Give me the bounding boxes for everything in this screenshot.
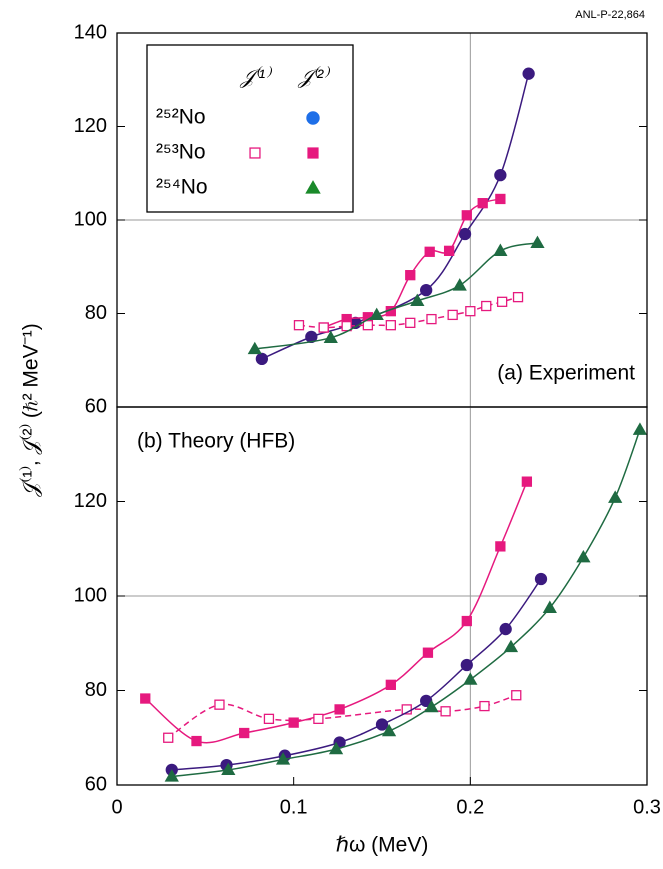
legend-label: ²⁵⁴No bbox=[156, 176, 208, 199]
y-tick-label: 60 bbox=[85, 395, 107, 417]
legend-label: ²⁵²No bbox=[156, 106, 206, 129]
marker bbox=[420, 283, 433, 297]
panel-label: (a) Experiment bbox=[497, 362, 635, 385]
marker bbox=[632, 422, 648, 435]
marker bbox=[440, 706, 451, 717]
y-tick-label: 100 bbox=[74, 208, 107, 230]
marker bbox=[477, 198, 488, 209]
x-tick-label: 0 bbox=[111, 796, 122, 818]
legend-header: 𝒥⁽²⁾ bbox=[297, 65, 330, 88]
marker bbox=[424, 699, 439, 713]
marker bbox=[460, 658, 473, 672]
legend-marker bbox=[249, 147, 261, 159]
marker bbox=[447, 309, 458, 321]
y-tick-label: 140 bbox=[74, 21, 107, 43]
marker bbox=[499, 622, 512, 636]
marker bbox=[334, 704, 345, 715]
marker bbox=[452, 278, 467, 291]
marker bbox=[576, 549, 591, 563]
y-tick-label: 100 bbox=[74, 584, 107, 606]
marker bbox=[313, 713, 324, 724]
marker bbox=[405, 317, 416, 329]
marker bbox=[239, 727, 250, 739]
marker bbox=[163, 732, 174, 743]
marker bbox=[496, 296, 508, 307]
legend-header: 𝒥⁽¹⁾ bbox=[239, 65, 272, 88]
marker bbox=[375, 718, 389, 731]
marker bbox=[410, 293, 425, 307]
marker bbox=[424, 246, 435, 257]
marker bbox=[247, 341, 262, 355]
legend-label: ²⁵³No bbox=[156, 141, 206, 164]
y-tick-label: 80 bbox=[85, 679, 107, 701]
marker bbox=[214, 699, 225, 710]
series-line bbox=[171, 429, 641, 778]
marker bbox=[503, 639, 519, 653]
marker bbox=[426, 313, 437, 325]
marker bbox=[465, 306, 476, 317]
marker bbox=[479, 700, 490, 712]
marker bbox=[443, 245, 455, 257]
marker bbox=[381, 723, 397, 737]
marker bbox=[191, 735, 202, 747]
legend-marker bbox=[306, 111, 320, 125]
marker bbox=[481, 300, 492, 312]
marker bbox=[530, 235, 545, 249]
marker bbox=[493, 243, 508, 257]
marker bbox=[495, 541, 506, 552]
marker bbox=[458, 227, 472, 241]
marker bbox=[512, 291, 524, 303]
x-tick-label: 0.3 bbox=[633, 796, 661, 818]
marker bbox=[385, 679, 396, 690]
series-line bbox=[171, 578, 542, 771]
marker bbox=[221, 762, 236, 776]
marker bbox=[461, 615, 472, 627]
marker bbox=[511, 690, 522, 701]
y-tick-label: 120 bbox=[74, 490, 107, 512]
marker bbox=[495, 193, 506, 205]
marker bbox=[318, 322, 329, 333]
marker bbox=[542, 600, 557, 613]
panel-label: (b) Theory (HFB) bbox=[137, 430, 295, 453]
series-line bbox=[144, 481, 528, 744]
marker bbox=[405, 270, 416, 281]
plot-frame bbox=[116, 406, 648, 786]
marker bbox=[521, 476, 533, 487]
legend-box bbox=[146, 44, 354, 213]
marker bbox=[385, 320, 396, 331]
marker bbox=[263, 713, 275, 724]
x-tick-label: 0.2 bbox=[456, 796, 484, 818]
marker bbox=[461, 210, 472, 221]
x-tick-label: 0.1 bbox=[280, 796, 308, 818]
series-line bbox=[323, 198, 501, 329]
marker bbox=[293, 320, 305, 331]
marker bbox=[341, 320, 352, 332]
marker bbox=[255, 352, 269, 365]
marker bbox=[494, 168, 507, 182]
y-tick-label: 60 bbox=[85, 773, 107, 795]
marker bbox=[362, 320, 374, 331]
marker bbox=[463, 672, 478, 685]
legend-marker bbox=[307, 147, 319, 159]
y-tick-label: 80 bbox=[85, 302, 107, 324]
marker bbox=[369, 307, 384, 321]
marker bbox=[608, 490, 623, 503]
y-axis-label: 𝒥⁽¹⁾, 𝒥⁽²⁾ (ℏ² MeV⁻¹) bbox=[19, 323, 43, 496]
marker bbox=[275, 752, 291, 765]
corner-note: ANL-P-22,864 bbox=[575, 9, 645, 21]
marker bbox=[522, 67, 535, 80]
marker bbox=[328, 741, 344, 755]
marker bbox=[164, 769, 179, 782]
x-axis-label: ℏω (MeV) bbox=[336, 834, 429, 857]
series-line bbox=[254, 242, 538, 350]
marker bbox=[323, 330, 338, 343]
legend-marker bbox=[305, 180, 321, 194]
marker bbox=[422, 647, 434, 658]
marker bbox=[140, 693, 151, 704]
marker bbox=[288, 717, 299, 728]
y-tick-label: 120 bbox=[74, 115, 107, 137]
marker bbox=[534, 572, 548, 586]
